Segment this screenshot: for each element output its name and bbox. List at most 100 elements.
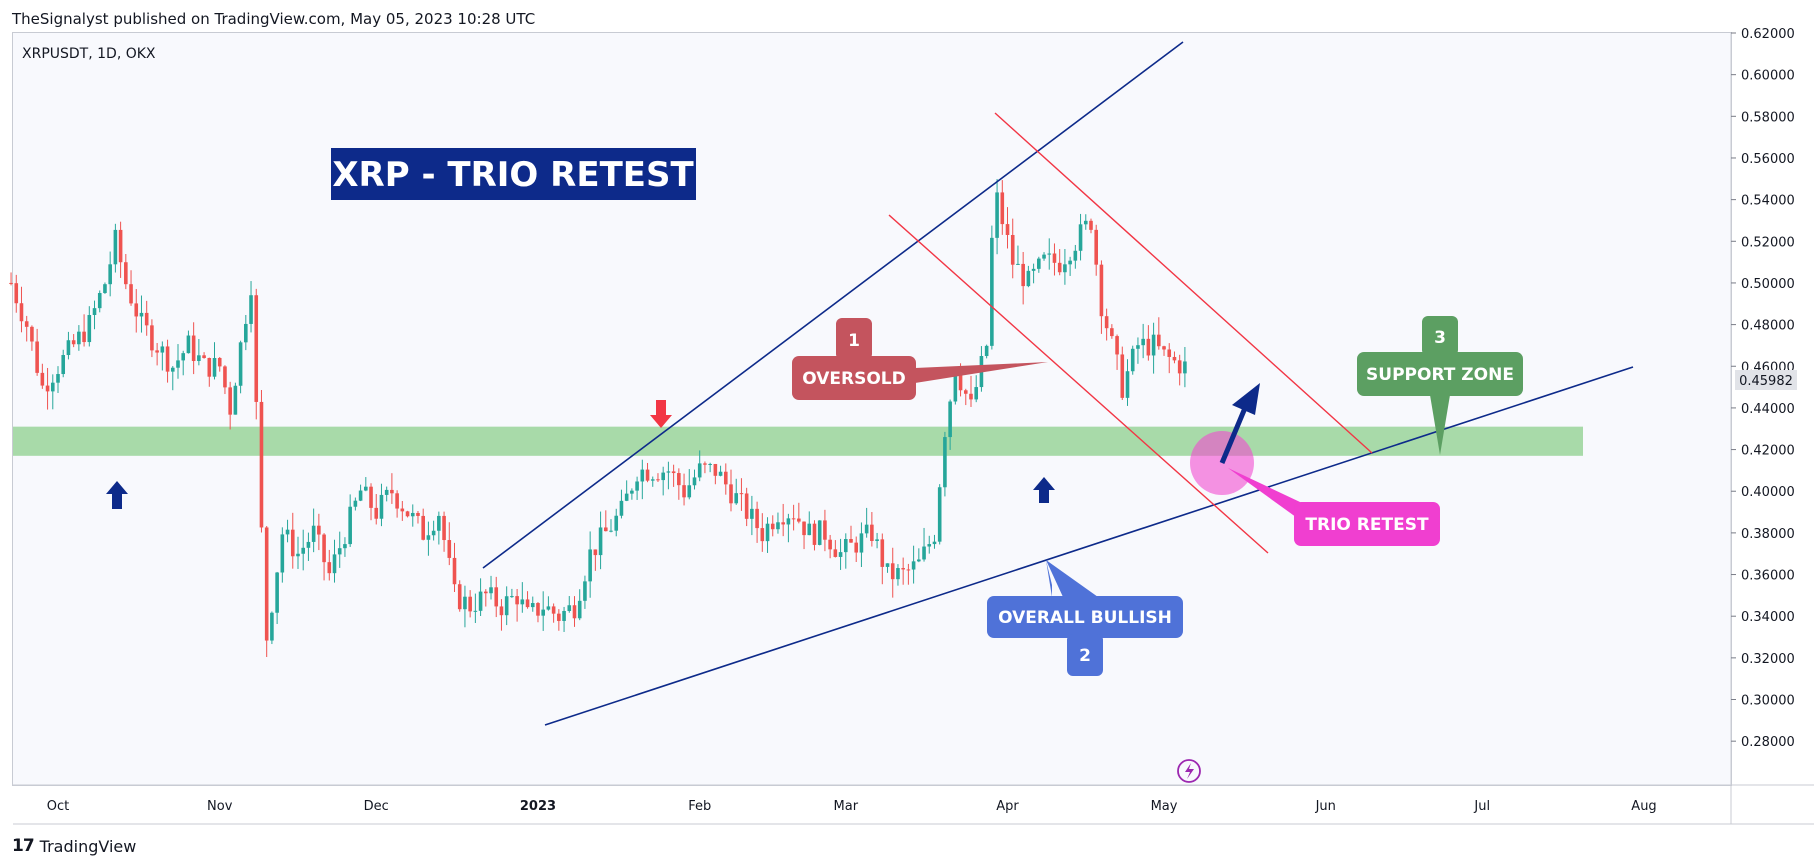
candle-body: [687, 485, 692, 498]
candle-body: [875, 539, 879, 541]
price-tick-label: 0.44000: [1741, 402, 1795, 417]
time-tick-label: Aug: [1631, 799, 1656, 814]
candle-body: [901, 568, 905, 570]
upper-channel-line[interactable]: [482, 41, 1184, 569]
price-tick-label: 0.60000: [1741, 69, 1795, 84]
candle-body: [896, 568, 900, 580]
footer[interactable]: 17 TradingView: [12, 836, 136, 856]
candle-body: [61, 355, 66, 375]
candle-body: [186, 335, 191, 354]
candle-body: [1026, 270, 1031, 287]
price-tick-label: 0.50000: [1741, 277, 1795, 292]
candle-body: [1005, 224, 1010, 235]
oversold-number-badge: [836, 318, 872, 360]
oversold-number: 1: [848, 331, 860, 351]
candle-body: [139, 312, 144, 317]
candle-body: [35, 341, 39, 373]
support-pointer: [1430, 395, 1450, 455]
candle-body: [280, 534, 285, 573]
candles-layer: [9, 179, 1187, 658]
candle-body: [645, 469, 650, 481]
candle-body: [609, 530, 613, 532]
candle-body: [765, 523, 770, 542]
candle-body: [786, 518, 791, 525]
support-callout[interactable]: [1357, 352, 1523, 396]
candle-body: [1099, 264, 1104, 317]
time-tick-label: Nov: [207, 799, 233, 814]
candle-body: [572, 605, 577, 619]
candle-body: [447, 540, 452, 558]
candle-body: [1042, 254, 1046, 259]
candle-body: [332, 554, 337, 574]
candle-body: [551, 606, 556, 614]
candle-body: [781, 522, 785, 525]
trio-callout[interactable]: [1294, 502, 1440, 546]
candle-body: [191, 335, 196, 362]
candle-body: [457, 584, 462, 610]
candle-body: [50, 382, 55, 392]
candle-body: [233, 385, 238, 415]
candle-body: [40, 372, 45, 386]
time-axis[interactable]: Oct Nov Dec 2023 Feb Mar Apr May Jun Jul Aug: [47, 799, 1657, 814]
support-zone-band[interactable]: [13, 426, 1583, 456]
bullish-number: 2: [1079, 646, 1091, 666]
oversold-callout[interactable]: [792, 356, 916, 400]
candle-body: [217, 357, 222, 367]
bullish-arrow-head-icon: [1232, 383, 1260, 415]
lightning-icon[interactable]: [1177, 759, 1201, 783]
candle-body: [19, 303, 24, 322]
candle-body: [510, 596, 514, 598]
tradingview-logo-icon: 17: [12, 836, 35, 856]
candle-body: [431, 530, 436, 536]
candle-body: [1115, 336, 1119, 355]
candle-body: [770, 523, 775, 530]
red-channel-lower-line[interactable]: [888, 214, 1269, 554]
candle-body: [1125, 371, 1130, 398]
candle-body: [254, 295, 259, 402]
candle-body: [546, 606, 551, 610]
time-tick-label: Feb: [688, 799, 711, 814]
candle-body: [1010, 234, 1015, 265]
title-banner: [331, 148, 696, 200]
candle-body: [937, 487, 942, 542]
candle-body: [520, 599, 525, 605]
candle-body: [1136, 345, 1140, 349]
candle-body: [155, 350, 159, 353]
candle-body: [202, 355, 206, 358]
candle-body: [713, 463, 718, 476]
bullish-callout[interactable]: [987, 596, 1183, 638]
time-tick-label: Apr: [996, 799, 1019, 814]
candle-body: [557, 613, 561, 621]
price-tick-label: 0.38000: [1741, 527, 1795, 542]
candle-body: [426, 535, 431, 540]
candle-body: [776, 522, 780, 530]
candle-body: [129, 284, 133, 304]
candle-body: [348, 506, 352, 545]
candle-body: [1021, 263, 1025, 287]
candle-body: [311, 525, 316, 542]
candle-body: [1052, 253, 1057, 263]
candle-body: [1078, 224, 1083, 251]
lower-trend-line[interactable]: [544, 366, 1634, 726]
candle-body: [134, 303, 139, 317]
candle-body: [285, 529, 290, 535]
blue-up-arrow-icon: [1033, 477, 1055, 503]
candle-body: [296, 553, 300, 557]
price-tick-label: 0.48000: [1741, 319, 1795, 334]
price-tick-label: 0.54000: [1741, 194, 1795, 209]
candle-body: [1172, 356, 1177, 361]
candle-body: [1000, 192, 1005, 225]
oversold-label: OVERSOLD: [802, 369, 906, 389]
candle-body: [588, 549, 592, 582]
candle-body: [421, 515, 425, 540]
red-channel-upper-line[interactable]: [994, 112, 1373, 454]
candle-body: [499, 606, 504, 616]
candle-body: [812, 523, 817, 545]
candle-body: [567, 605, 572, 611]
candle-body: [1177, 360, 1182, 374]
candle-body: [9, 282, 13, 284]
price-tick-label: 0.62000: [1741, 27, 1795, 42]
candle-body: [635, 481, 639, 491]
candle-body: [489, 587, 493, 594]
